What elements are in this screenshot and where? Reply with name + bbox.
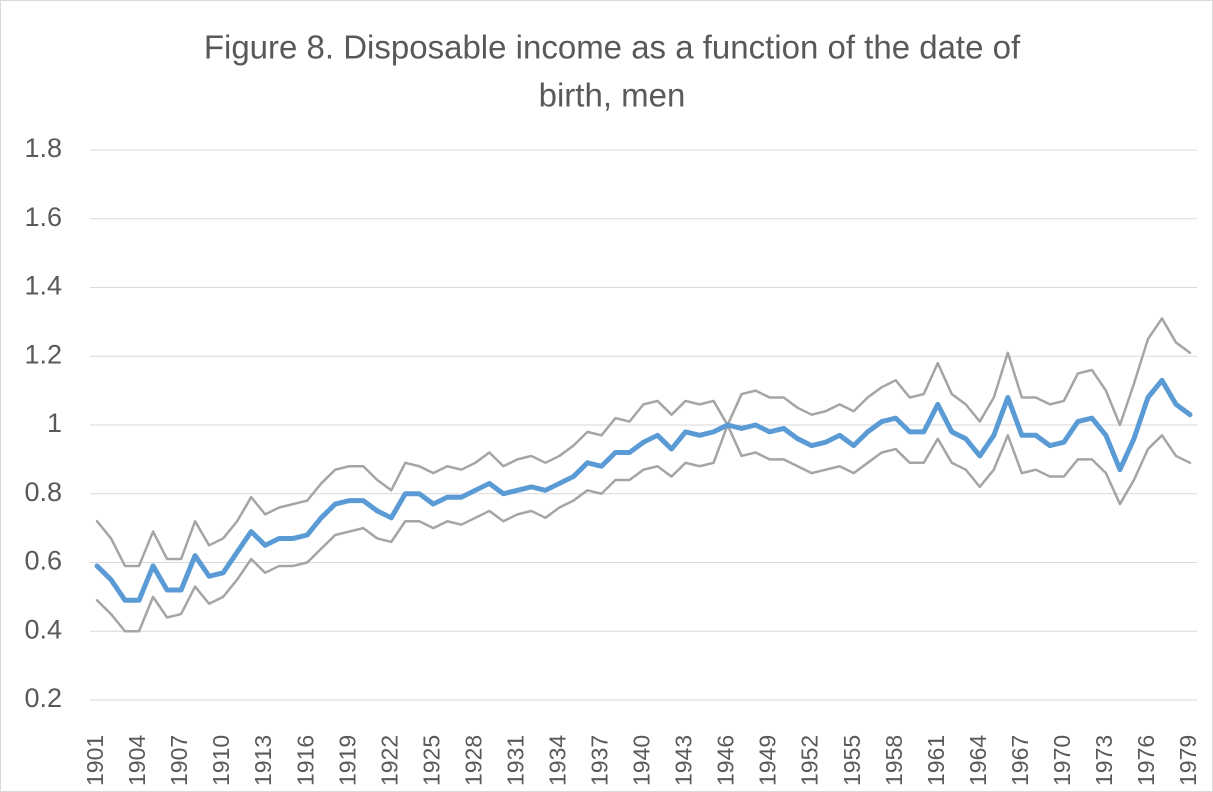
x-tick-label: 1952 xyxy=(797,735,823,786)
x-tick-label: 1946 xyxy=(713,735,739,786)
line-series xyxy=(95,423,1192,633)
x-tick-label: 1958 xyxy=(881,735,907,786)
x-tick-label: 1937 xyxy=(587,735,613,786)
x-tick-label: 1964 xyxy=(965,735,991,786)
x-tick-label: 1973 xyxy=(1091,735,1117,786)
x-tick-label: 1928 xyxy=(460,735,486,786)
x-tick-label: 1967 xyxy=(1007,735,1033,786)
x-tick-label: 1943 xyxy=(671,735,697,786)
x-tick-label: 1955 xyxy=(839,735,865,786)
x-tick-label: 1910 xyxy=(208,735,234,786)
x-tick-label: 1940 xyxy=(629,735,655,786)
x-tick-label: 1925 xyxy=(418,735,444,786)
x-tick-label: 1931 xyxy=(502,735,528,786)
y-tick-label: 1.2 xyxy=(24,339,62,369)
x-tick-label: 1976 xyxy=(1133,735,1159,786)
x-tick-label: 1922 xyxy=(376,735,402,786)
x-tick-label: 1916 xyxy=(292,735,318,786)
x-tick-label: 1979 xyxy=(1175,735,1201,786)
y-tick-label: 1 xyxy=(47,408,62,438)
x-tick-label: 1901 xyxy=(82,735,108,786)
y-tick-label: 0.2 xyxy=(24,683,62,713)
line-series xyxy=(95,317,1192,568)
x-tick-label: 1934 xyxy=(545,735,571,786)
y-tick-label: 0.4 xyxy=(24,614,62,644)
x-tick-label: 1919 xyxy=(334,735,360,786)
chart-title: Figure 8. Disposable income as a functio… xyxy=(204,29,1021,66)
line-series xyxy=(94,377,1193,603)
chart-title: birth, men xyxy=(539,77,686,114)
y-tick-label: 1.6 xyxy=(24,202,62,232)
y-tick-label: 1.4 xyxy=(24,271,62,301)
x-tick-label: 1913 xyxy=(250,735,276,786)
x-tick-label: 1961 xyxy=(923,735,949,786)
y-tick-label: 0.8 xyxy=(24,477,62,507)
y-tick-label: 1.8 xyxy=(24,133,62,163)
x-tick-label: 1970 xyxy=(1049,735,1075,786)
x-tick-label: 1907 xyxy=(166,735,192,786)
x-tick-label: 1904 xyxy=(124,735,150,786)
y-tick-label: 0.6 xyxy=(24,546,62,576)
x-tick-label: 1949 xyxy=(755,735,781,786)
